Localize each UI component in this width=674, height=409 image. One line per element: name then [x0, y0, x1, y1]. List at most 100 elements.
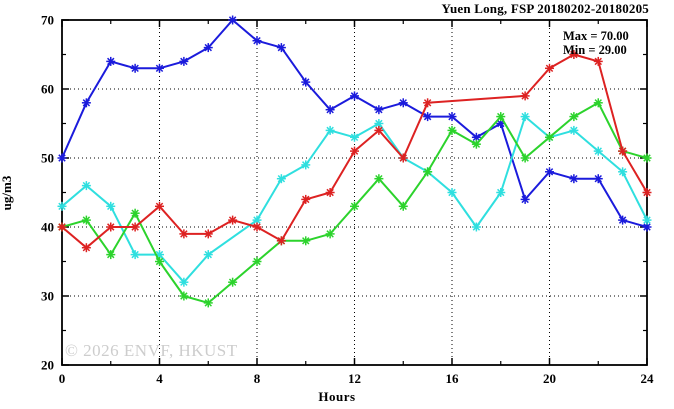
- svg-text:12: 12: [348, 371, 361, 386]
- data-point-green-h15: [423, 167, 433, 177]
- data-point-cyan-h19: [520, 112, 530, 122]
- svg-text:8: 8: [254, 371, 261, 386]
- maxmin-annotation: Max = 70.00 Min = 29.00: [563, 29, 629, 57]
- data-point-red-h20: [545, 63, 554, 73]
- data-point-cyan-h23: [618, 167, 628, 177]
- svg-text:24: 24: [641, 371, 655, 386]
- data-point-blue-h22: [593, 174, 603, 184]
- svg-text:50: 50: [41, 151, 54, 166]
- data-point-cyan-h12: [350, 132, 359, 142]
- data-point-blue-h1: [81, 98, 91, 108]
- data-point-green-h20: [545, 132, 554, 142]
- data-point-blue-h8: [252, 36, 262, 46]
- data-point-cyan-h9: [276, 174, 286, 184]
- data-point-green-h16: [447, 125, 457, 135]
- svg-text:0: 0: [59, 371, 66, 386]
- data-point-blue-h4: [155, 63, 164, 73]
- data-point-red-h24: [642, 188, 652, 197]
- data-point-green-h22: [593, 98, 603, 108]
- data-point-green-h3: [130, 208, 140, 218]
- data-point-cyan-h16: [447, 188, 457, 197]
- series-line-red: [61, 53, 648, 249]
- data-point-green-h21: [569, 112, 579, 122]
- max-annotation: Max = 70.00: [563, 29, 629, 43]
- data-point-blue-h21: [569, 174, 579, 184]
- data-point-red-h22: [593, 56, 603, 66]
- x-axis-label: Hours: [318, 389, 356, 404]
- data-point-blue-h13: [374, 105, 384, 115]
- data-point-cyan-h6: [203, 250, 213, 260]
- data-point-red-h7: [228, 215, 238, 225]
- data-point-blue-h2: [106, 56, 116, 66]
- data-point-green-h14: [398, 201, 408, 211]
- data-point-green-h17: [471, 139, 481, 149]
- data-point-green-h12: [350, 201, 359, 211]
- data-point-red-h5: [179, 229, 189, 239]
- svg-text:20: 20: [543, 371, 556, 386]
- data-point-green-h8: [252, 257, 262, 266]
- data-point-cyan-h21: [569, 125, 579, 135]
- data-point-cyan-h11: [325, 125, 335, 135]
- svg-text:60: 60: [41, 82, 54, 97]
- data-point-red-h14: [398, 153, 408, 163]
- svg-text:4: 4: [156, 371, 163, 386]
- data-point-red-h21: [569, 50, 579, 59]
- data-point-red-h23: [618, 146, 628, 156]
- data-point-cyan-h0: [57, 201, 67, 211]
- data-point-red-h10: [301, 194, 311, 204]
- data-point-green-h2: [106, 250, 116, 260]
- data-point-green-h13: [374, 174, 384, 184]
- data-point-blue-h19: [520, 194, 530, 204]
- data-point-red-h6: [203, 229, 213, 239]
- data-point-blue-h7: [228, 15, 238, 25]
- data-point-blue-h6: [203, 43, 213, 53]
- svg-text:16: 16: [446, 371, 460, 386]
- y-axis-label: ug/m3: [0, 175, 14, 211]
- data-point-green-h19: [520, 153, 530, 163]
- data-point-red-h8: [252, 222, 262, 232]
- data-point-green-h10: [301, 236, 311, 246]
- data-point-blue-h16: [447, 112, 457, 122]
- series-line-blue: [61, 19, 648, 228]
- data-point-cyan-h18: [496, 188, 506, 197]
- data-point-cyan-h2: [106, 201, 116, 211]
- data-point-red-h1: [81, 243, 91, 253]
- data-point-blue-h15: [423, 112, 433, 122]
- data-point-red-h0: [57, 222, 67, 232]
- data-point-red-h13: [374, 125, 384, 135]
- data-point-red-h19: [520, 91, 530, 101]
- data-point-green-h7: [228, 277, 238, 287]
- min-annotation: Min = 29.00: [563, 43, 627, 57]
- data-point-cyan-h5: [179, 277, 189, 287]
- data-point-blue-h9: [276, 43, 286, 53]
- data-point-green-h4: [155, 257, 164, 266]
- data-point-red-h4: [155, 201, 164, 211]
- data-point-red-h12: [350, 146, 359, 156]
- data-point-blue-h12: [350, 91, 359, 101]
- data-point-blue-h5: [179, 56, 189, 66]
- data-point-blue-h20: [545, 167, 554, 177]
- svg-text:70: 70: [41, 13, 54, 28]
- data-point-red-h9: [276, 236, 286, 246]
- data-point-cyan-h10: [301, 160, 311, 170]
- data-point-green-h6: [203, 298, 213, 308]
- data-point-blue-h24: [642, 222, 652, 232]
- data-point-red-h2: [106, 222, 116, 232]
- data-point-cyan-h17: [471, 222, 481, 232]
- data-point-cyan-h22: [593, 146, 603, 156]
- data-point-red-h15: [423, 98, 433, 108]
- data-point-blue-h23: [618, 215, 628, 225]
- watermark: © 2026 ENVF, HKUST: [65, 341, 238, 360]
- svg-text:20: 20: [41, 358, 54, 373]
- chart-title: Yuen Long, FSP 20180202-20180205: [441, 1, 649, 16]
- data-point-cyan-h1: [81, 181, 91, 191]
- data-point-blue-h14: [398, 98, 408, 108]
- data-point-blue-h3: [130, 63, 140, 73]
- data-point-blue-h10: [301, 77, 311, 87]
- data-point-blue-h11: [325, 105, 335, 115]
- data-point-red-h11: [325, 188, 335, 197]
- data-point-green-h1: [81, 215, 91, 225]
- data-point-blue-h0: [57, 153, 67, 163]
